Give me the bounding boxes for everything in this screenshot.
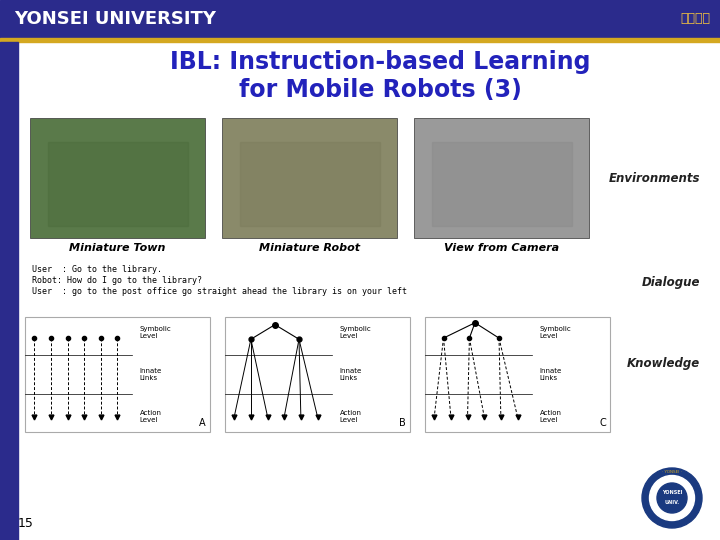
Text: Knowledge: Knowledge bbox=[626, 356, 700, 369]
Text: UNIV.: UNIV. bbox=[665, 500, 680, 504]
Bar bbox=[240, 142, 379, 226]
Text: Robot: How do I go to the library?: Robot: How do I go to the library? bbox=[32, 276, 202, 285]
Circle shape bbox=[657, 483, 687, 513]
Text: IBL: Instruction-based Learning: IBL: Instruction-based Learning bbox=[170, 50, 590, 74]
Bar bbox=[225, 317, 410, 432]
Bar bbox=[25, 317, 210, 432]
Text: Dialogue: Dialogue bbox=[642, 276, 700, 289]
Text: Innate
Links: Innate Links bbox=[140, 368, 162, 381]
Bar bbox=[425, 317, 610, 432]
Text: B: B bbox=[400, 418, 406, 428]
Text: Action
Level: Action Level bbox=[540, 410, 562, 423]
Bar bbox=[222, 118, 397, 238]
Bar bbox=[30, 118, 205, 238]
Bar bbox=[414, 118, 589, 238]
Text: YONSEI UNIVERSITY: YONSEI UNIVERSITY bbox=[14, 10, 216, 28]
Text: YONSEI: YONSEI bbox=[662, 490, 683, 496]
Text: User  : Go to the library.: User : Go to the library. bbox=[32, 265, 162, 274]
Text: 응용사례: 응용사례 bbox=[680, 12, 710, 25]
Text: 15: 15 bbox=[18, 517, 34, 530]
Text: · YONSEI ·: · YONSEI · bbox=[662, 470, 682, 474]
Text: for Mobile Robots (3): for Mobile Robots (3) bbox=[238, 78, 521, 102]
Text: Action
Level: Action Level bbox=[340, 410, 361, 423]
Bar bbox=[48, 142, 187, 226]
Text: Miniature Robot: Miniature Robot bbox=[259, 243, 360, 253]
Text: Symbolic
Level: Symbolic Level bbox=[340, 326, 372, 339]
Text: User  : go to the post office go straight ahead the library is on your left: User : go to the post office go straight… bbox=[32, 287, 407, 296]
Text: Environments: Environments bbox=[608, 172, 700, 185]
Circle shape bbox=[649, 476, 695, 521]
Text: View from Camera: View from Camera bbox=[444, 243, 559, 253]
Circle shape bbox=[642, 468, 702, 528]
Text: Innate
Links: Innate Links bbox=[340, 368, 362, 381]
Bar bbox=[0, 0, 720, 38]
Text: Innate
Links: Innate Links bbox=[540, 368, 562, 381]
Text: A: A bbox=[199, 418, 206, 428]
Text: Symbolic
Level: Symbolic Level bbox=[140, 326, 171, 339]
Text: Miniature Town: Miniature Town bbox=[69, 243, 166, 253]
Text: Symbolic
Level: Symbolic Level bbox=[540, 326, 572, 339]
Bar bbox=[0, 38, 720, 42]
Bar bbox=[0, 42, 18, 540]
Bar bbox=[431, 142, 572, 226]
Text: C: C bbox=[599, 418, 606, 428]
Text: Action
Level: Action Level bbox=[140, 410, 162, 423]
